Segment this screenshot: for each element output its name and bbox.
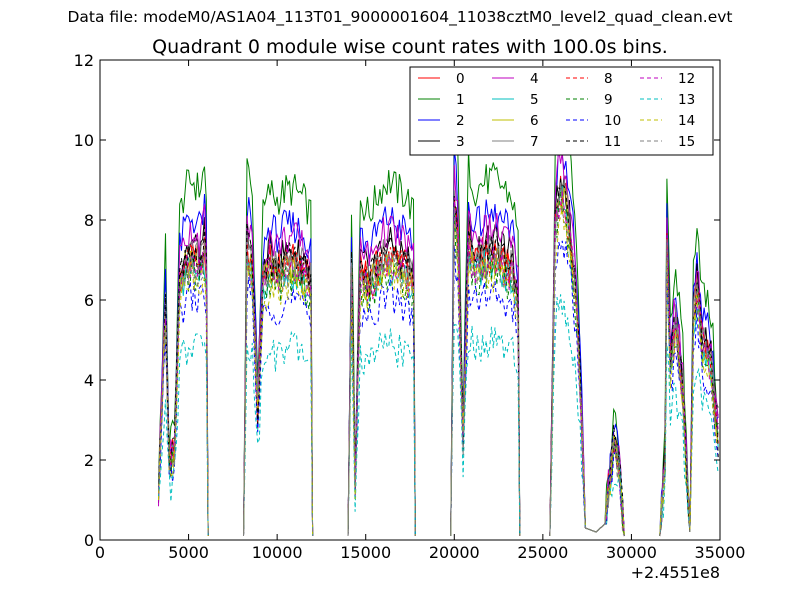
- series-line-12: [158, 191, 719, 537]
- legend-label-10: 10: [604, 113, 621, 129]
- x-tick-label: 5000: [168, 543, 209, 562]
- y-tick-label: 12: [74, 51, 94, 70]
- legend-label-11: 11: [604, 134, 621, 150]
- legend-label-4: 4: [530, 71, 539, 87]
- legend-label-2: 2: [456, 113, 465, 129]
- x-tick-label: 0: [95, 543, 105, 562]
- x-tick-label: 30000: [606, 543, 657, 562]
- legend-label-13: 13: [678, 92, 695, 108]
- axis-ticks: 0 5000 10000 15000 20000 25000 30000 35000 0 2 4 6 8…: [74, 51, 746, 562]
- y-tick-label: 0: [84, 531, 94, 550]
- series-line-13: [158, 294, 719, 537]
- legend-label-9: 9: [604, 92, 613, 108]
- figure-title: Data file: modeM0/AS1A04_113T01_90000016…: [67, 8, 733, 26]
- series-line-6: [158, 186, 719, 537]
- x-tick-label: 10000: [252, 543, 303, 562]
- series-line-14: [158, 206, 719, 537]
- legend-label-14: 14: [678, 113, 695, 129]
- x-tick-label: 35000: [695, 543, 746, 562]
- legend-label-7: 7: [530, 134, 539, 150]
- legend-label-12: 12: [678, 71, 695, 87]
- legend-label-8: 8: [604, 71, 613, 87]
- series-line-3: [158, 175, 719, 537]
- series-line-5: [158, 184, 719, 537]
- x-offset-label: +2.4551e8: [631, 563, 720, 582]
- y-tick-label: 6: [84, 291, 94, 310]
- legend-label-3: 3: [456, 134, 465, 150]
- x-tick-label: 25000: [517, 543, 568, 562]
- series-line-8: [158, 199, 719, 537]
- legend-label-1: 1: [456, 92, 465, 108]
- series-line-0: [158, 175, 719, 537]
- series-line-15: [158, 186, 719, 537]
- legend-label-15: 15: [678, 134, 695, 150]
- x-tick-label: 15000: [340, 543, 391, 562]
- chart-title: Quadrant 0 module wise count rates with …: [152, 36, 668, 58]
- y-tick-label: 10: [74, 131, 94, 150]
- series-line-1: [158, 98, 719, 537]
- legend-label-6: 6: [530, 113, 539, 129]
- series-line-2: [158, 124, 719, 537]
- series-line-11: [158, 183, 719, 537]
- plot-lines: [158, 98, 719, 537]
- y-tick-label: 4: [84, 371, 94, 390]
- legend-box: [409, 66, 714, 156]
- series-line-7: [158, 179, 719, 537]
- x-tick-label: 20000: [429, 543, 480, 562]
- series-line-10: [158, 240, 719, 537]
- y-tick-label: 8: [84, 211, 94, 230]
- series-line-9: [158, 191, 719, 537]
- series-line-4: [158, 149, 719, 537]
- y-tick-label: 2: [84, 451, 94, 470]
- legend-label-5: 5: [530, 92, 539, 108]
- legend-label-0: 0: [456, 71, 465, 87]
